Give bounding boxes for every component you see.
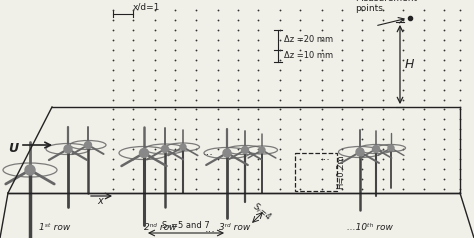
Circle shape — [388, 145, 394, 151]
Circle shape — [241, 147, 248, 154]
Circle shape — [223, 149, 231, 157]
Circle shape — [373, 145, 380, 153]
Text: ...10ᵗʰ row: ...10ᵗʰ row — [347, 223, 393, 232]
Circle shape — [25, 165, 35, 175]
Text: H=0.2m: H=0.2m — [337, 155, 346, 189]
Text: Δz =10 mm: Δz =10 mm — [284, 51, 333, 60]
Text: 1ˢᵗ row: 1ˢᵗ row — [39, 223, 71, 232]
Bar — [295, 153, 337, 191]
Circle shape — [84, 142, 91, 149]
Text: U: U — [8, 142, 18, 154]
Text: 3ʳᵈ row: 3ʳᵈ row — [219, 223, 251, 232]
Text: ...: ... — [205, 224, 216, 234]
Circle shape — [64, 145, 72, 153]
Circle shape — [180, 144, 186, 150]
Text: ...: ... — [202, 147, 213, 157]
Text: Sₓ=5 and 7: Sₓ=5 and 7 — [162, 221, 210, 230]
Circle shape — [162, 145, 168, 153]
Circle shape — [259, 147, 265, 153]
Circle shape — [356, 148, 364, 156]
Text: x/d=1: x/d=1 — [133, 3, 160, 12]
Text: Measurement
points: Measurement points — [355, 0, 417, 13]
Text: Sᵧ=4: Sᵧ=4 — [251, 202, 273, 222]
Text: x: x — [97, 196, 103, 206]
Text: ...: ... — [319, 152, 330, 162]
Text: 2ⁿᵈ row: 2ⁿᵈ row — [144, 223, 176, 232]
Text: Δz =20 mm: Δz =20 mm — [284, 35, 333, 45]
Circle shape — [139, 149, 148, 158]
Text: H: H — [405, 58, 414, 71]
